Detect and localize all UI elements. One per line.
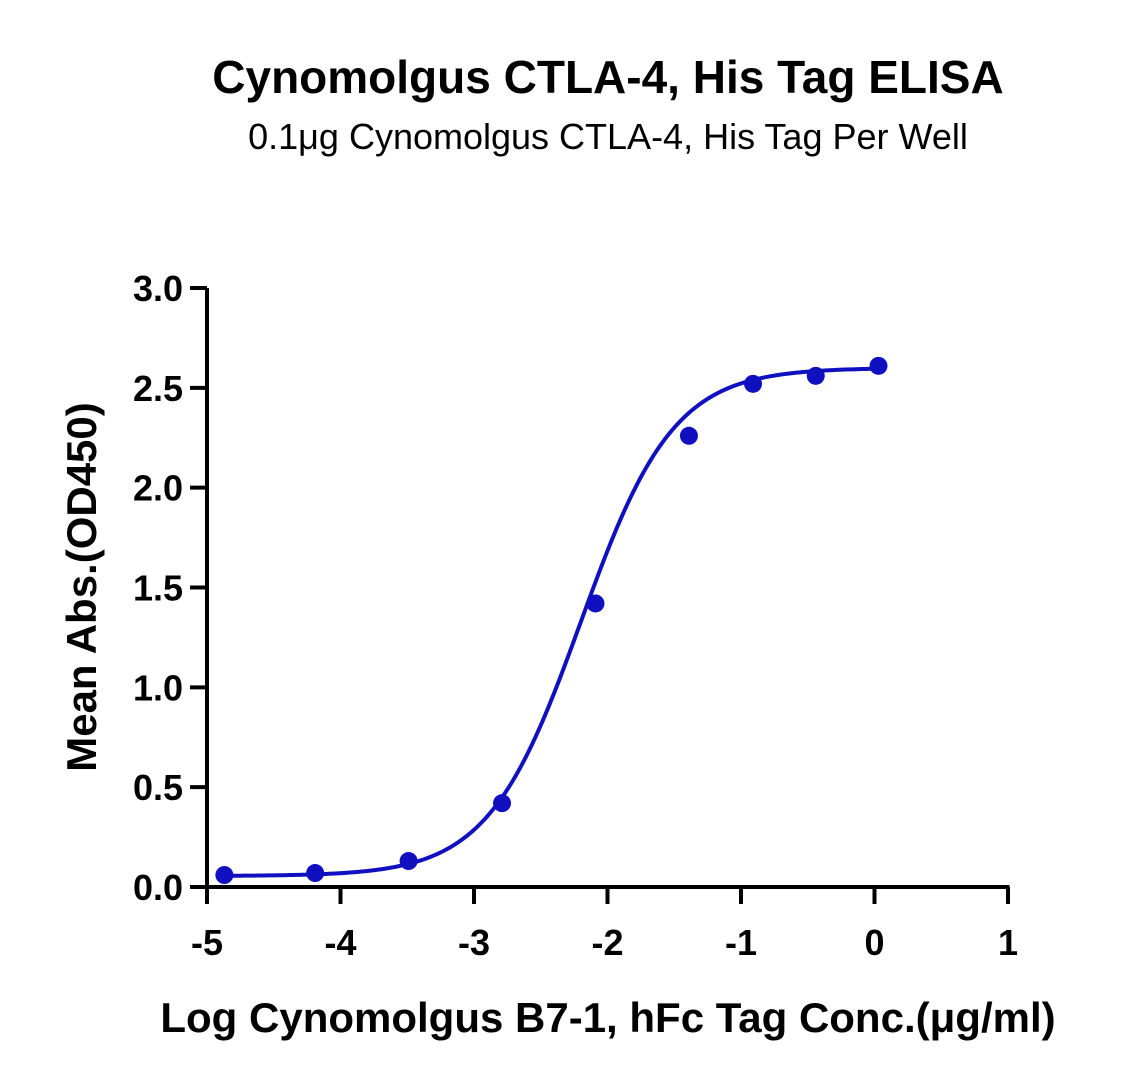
y-tick-label: 1.0 xyxy=(133,667,183,708)
data-point xyxy=(586,594,605,613)
y-tick-label: 1.5 xyxy=(133,568,183,609)
data-point xyxy=(679,426,698,445)
x-tick-label: 0 xyxy=(864,922,884,963)
x-tick-label: -1 xyxy=(725,922,757,963)
y-tick-label: 0.0 xyxy=(133,867,183,908)
fit-curve xyxy=(224,366,879,878)
chart-subtitle: 0.1μg Cynomolgus CTLA-4, His Tag Per Wel… xyxy=(248,116,968,157)
y-tick-label: 2.5 xyxy=(133,368,183,409)
y-axis-label: Mean Abs.(OD450) xyxy=(58,402,105,772)
data-point xyxy=(215,866,234,885)
data-point xyxy=(806,366,825,385)
data-point xyxy=(744,374,763,393)
x-tick-label: -3 xyxy=(458,922,490,963)
data-point xyxy=(869,356,888,375)
fit-curve-layer xyxy=(224,366,879,878)
x-tick-label: -5 xyxy=(191,922,223,963)
y-tick-label: 3.0 xyxy=(133,268,183,309)
data-point xyxy=(493,794,512,813)
y-tick-label: 0.5 xyxy=(133,767,183,808)
x-tick-label: 1 xyxy=(998,922,1018,963)
data-points-layer xyxy=(215,356,888,885)
x-axis-label: Log Cynomolgus B7-1, hFc Tag Conc.(μg/ml… xyxy=(160,994,1055,1041)
chart-title: Cynomolgus CTLA-4, His Tag ELISA xyxy=(212,51,1004,103)
y-tick-label: 2.0 xyxy=(133,468,183,509)
x-tick-label: -2 xyxy=(591,922,623,963)
axes: 0.0 0.5 1.0 1.5 2.0 2.5 3.0 -5 -4 -3 -2 -1 0 1 xyxy=(133,268,1018,963)
x-tick-label: -4 xyxy=(324,922,356,963)
data-point xyxy=(399,852,418,871)
data-point xyxy=(306,864,325,883)
